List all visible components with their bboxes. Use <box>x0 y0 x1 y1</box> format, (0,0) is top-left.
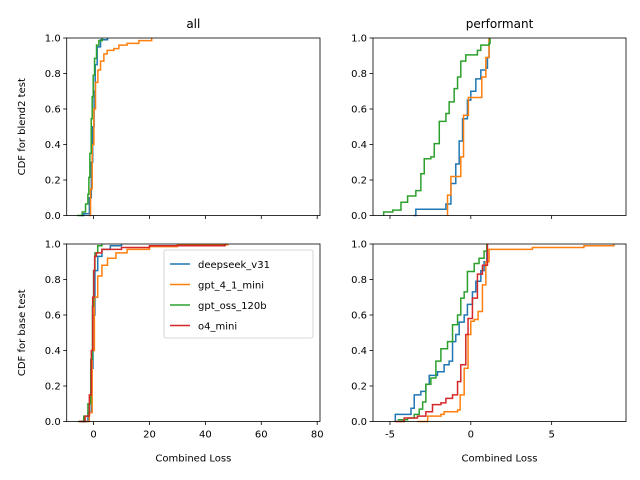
y-tick-label: 0.0 <box>351 211 367 222</box>
series-line-gpt_4_1_mini <box>85 244 229 423</box>
series-line-o4_mini <box>394 244 489 423</box>
series-line-gpt_oss_120b <box>397 244 488 421</box>
axes-frame <box>66 243 321 422</box>
x-tick-label: 60 <box>255 430 268 441</box>
x-tick-label: 0 <box>468 430 474 441</box>
y-tick-label: 0.6 <box>351 105 367 116</box>
y-tick-label: 0.0 <box>45 417 61 428</box>
x-tick-label: -5 <box>385 430 395 441</box>
y-axis-label: CDF for base test <box>17 289 28 376</box>
y-tick-label: 0.2 <box>351 382 367 393</box>
column-title: performant <box>466 17 534 31</box>
y-tick-label: 0.2 <box>45 176 61 187</box>
x-tick-label: 5 <box>548 430 554 441</box>
y-tick-label: 1.0 <box>45 240 61 251</box>
series-line-deepseek_v31 <box>394 244 488 422</box>
y-tick-label: 0.0 <box>351 417 367 428</box>
series-line-gpt_4_1_mini <box>88 38 153 217</box>
y-tick-label: 0.6 <box>45 105 61 116</box>
axes-frame <box>372 243 627 422</box>
series-line-gpt_oss_120b <box>382 38 491 216</box>
y-tick-label: 0.6 <box>351 311 367 322</box>
y-tick-label: 0.8 <box>45 69 61 80</box>
x-tick-label: 40 <box>199 430 212 441</box>
series-line-gpt_4_1_mini <box>446 38 490 216</box>
series-line-gpt_oss_120b <box>77 38 103 217</box>
y-tick-label: 0.8 <box>45 275 61 286</box>
y-tick-label: 0.4 <box>351 140 367 151</box>
y-tick-label: 1.0 <box>45 34 61 45</box>
axes-frame <box>66 37 321 216</box>
y-axis-label: CDF for blend2 test <box>17 78 28 175</box>
x-tick-label: 20 <box>143 430 156 441</box>
y-tick-label: 0.8 <box>351 275 367 286</box>
y-tick-label: 0.6 <box>45 311 61 322</box>
column-title: all <box>186 17 200 31</box>
y-tick-label: 0.0 <box>45 211 61 222</box>
legend-label: gpt_oss_120b <box>198 301 267 312</box>
legend-label: deepseek_v31 <box>198 260 270 271</box>
y-tick-label: 0.4 <box>351 346 367 357</box>
y-tick-label: 0.2 <box>351 176 367 187</box>
y-tick-label: 1.0 <box>351 34 367 45</box>
x-tick-label: 80 <box>311 430 324 441</box>
y-tick-label: 0.4 <box>45 140 61 151</box>
y-tick-label: 1.0 <box>351 240 367 251</box>
legend-label: gpt_4_1_mini <box>198 281 264 292</box>
series-line-o4_mini <box>78 244 226 423</box>
x-axis-label: Combined Loss <box>155 454 231 465</box>
axes-frame <box>372 37 627 216</box>
y-tick-label: 0.4 <box>45 346 61 357</box>
x-tick-label: 0 <box>90 430 96 441</box>
y-tick-label: 0.2 <box>45 382 61 393</box>
series-line-gpt_4_1_mini <box>417 244 615 423</box>
legend <box>163 249 314 339</box>
x-axis-label: Combined Loss <box>462 454 538 465</box>
y-tick-label: 0.8 <box>351 69 367 80</box>
legend-label: o4_mini <box>198 322 237 333</box>
